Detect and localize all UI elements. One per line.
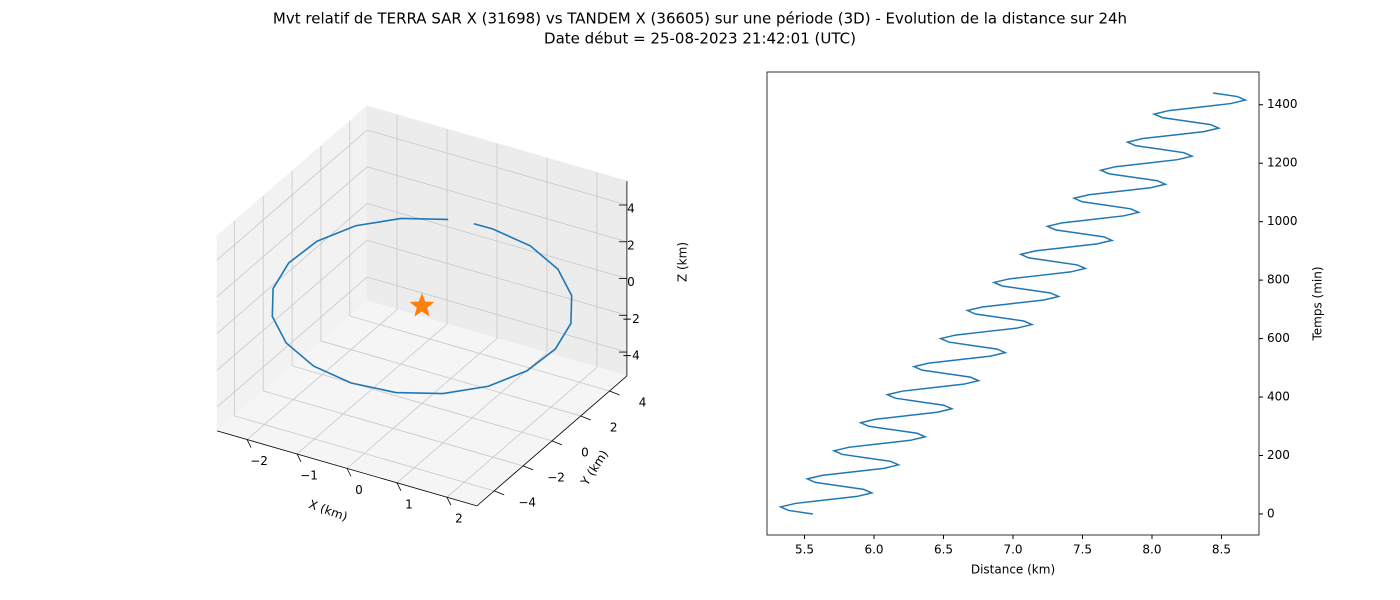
tick-mark <box>522 465 534 471</box>
x-tick-label: 1 <box>405 497 413 511</box>
x-tick-label: 6.0 <box>864 543 883 557</box>
y-tick-label: 1200 <box>1267 156 1298 170</box>
x-tick-label: 0 <box>355 483 363 497</box>
axis-line <box>216 430 478 507</box>
grid-line <box>349 315 610 392</box>
figure-title: Mvt relatif de TERRA SAR X (31698) vs TA… <box>273 10 1127 28</box>
grid-line <box>234 415 495 492</box>
x-tick-label: 7.0 <box>1003 543 1022 557</box>
axis-line <box>476 375 628 507</box>
orbit-line <box>271 217 573 395</box>
grid-line <box>216 166 368 297</box>
z-tick-label: 0 <box>627 275 635 289</box>
distance-line <box>778 92 1248 515</box>
y-tick-label: 400 <box>1267 390 1290 404</box>
y-tick-label: 200 <box>1267 448 1290 462</box>
x-tick-label: 8.5 <box>1212 543 1231 557</box>
z-axis-label: Z (km) <box>676 242 690 282</box>
x-tick-label: 2 <box>455 512 463 526</box>
x-tick-label: 6.5 <box>934 543 953 557</box>
tick-mark <box>609 390 620 396</box>
grid-line <box>366 239 628 316</box>
x-tick-label: 5.5 <box>795 543 814 557</box>
y-tick-label: 4 <box>639 395 647 409</box>
z-tick-label: −4 <box>622 349 640 363</box>
grid-line <box>216 240 368 371</box>
grid-line <box>263 390 524 467</box>
y-tick-label: 0 <box>581 445 589 459</box>
x-tick-label: 8.0 <box>1142 543 1161 557</box>
y-tick-label: 1400 <box>1267 97 1298 111</box>
grid-line <box>216 129 368 261</box>
grid-line <box>366 166 628 243</box>
grid-line <box>366 203 628 279</box>
tick-mark <box>246 439 252 448</box>
grid-line <box>291 365 553 442</box>
y-tick-label: 2 <box>610 420 618 434</box>
tick-mark <box>580 415 591 421</box>
x-tick-label: −2 <box>250 454 268 468</box>
y-tick-label: 600 <box>1267 331 1290 345</box>
star-marker <box>409 293 435 317</box>
grid-line <box>216 203 368 334</box>
grid-line <box>366 276 628 353</box>
y-tick-label: 0 <box>1267 506 1275 520</box>
tick-mark <box>396 482 402 491</box>
x-tick-label: −1 <box>300 468 318 482</box>
y-tick-label: 800 <box>1267 273 1290 287</box>
z-tick-label: −2 <box>622 312 640 326</box>
y-tick-label: 1000 <box>1267 214 1298 228</box>
tick-mark <box>346 468 352 477</box>
y-tick-label: −4 <box>518 495 536 509</box>
figure-subtitle: Date début = 25-08-2023 21:42:01 (UTC) <box>544 30 856 48</box>
x-tick-label: 7.5 <box>1073 543 1092 557</box>
tick-mark <box>446 497 452 506</box>
y-axis-label: Temps (min) <box>1311 266 1325 341</box>
tick-mark <box>494 490 505 496</box>
z-tick-label: 2 <box>627 238 635 252</box>
y-tick-label: −2 <box>547 470 565 484</box>
grid-line <box>216 276 368 408</box>
x-axis-label: Distance (km) <box>971 563 1055 577</box>
grid-line <box>366 129 628 206</box>
tick-mark <box>296 453 302 463</box>
tick-mark <box>551 440 563 446</box>
grid-line <box>320 340 581 417</box>
z-tick-label: 4 <box>627 202 635 216</box>
